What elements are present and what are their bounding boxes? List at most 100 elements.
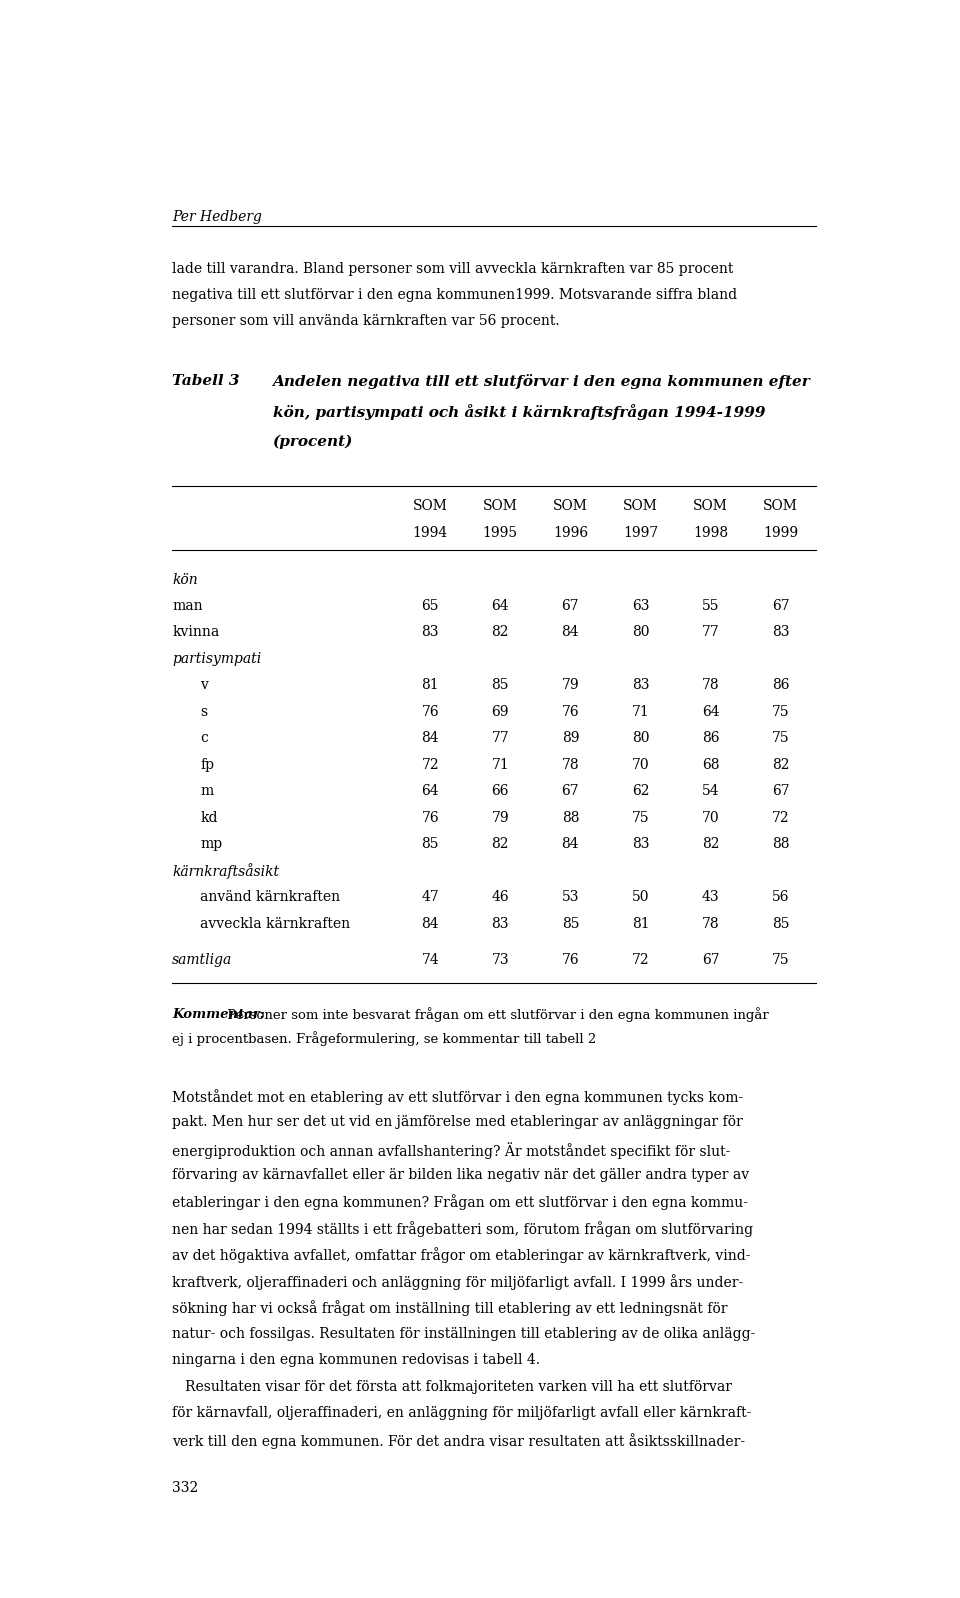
Text: 75: 75: [772, 705, 789, 719]
Text: kön, partisympati och åsikt i kärnkraftsfrågan 1994-1999: kön, partisympati och åsikt i kärnkrafts…: [273, 404, 765, 420]
Text: avveckla kärnkraften: avveckla kärnkraften: [201, 917, 350, 930]
Text: för kärnavfall, oljeraffinaderi, en anläggning för miljöfarligt avfall eller kär: för kärnavfall, oljeraffinaderi, en anlä…: [172, 1406, 752, 1421]
Text: 72: 72: [421, 757, 439, 772]
Text: 86: 86: [702, 732, 719, 745]
Text: 54: 54: [702, 785, 719, 799]
Text: 84: 84: [421, 917, 439, 930]
Text: v: v: [201, 679, 208, 692]
Text: 80: 80: [632, 625, 649, 639]
Text: kraftverk, oljeraffinaderi och anläggning för miljöfarligt avfall. I 1999 års un: kraftverk, oljeraffinaderi och anläggnin…: [172, 1274, 743, 1290]
Text: 55: 55: [702, 599, 719, 614]
Text: mp: mp: [201, 837, 223, 852]
Text: 75: 75: [632, 810, 649, 825]
Text: 70: 70: [702, 810, 719, 825]
Text: personer som vill använda kärnkraften var 56 procent.: personer som vill använda kärnkraften va…: [172, 313, 560, 328]
Text: använd kärnkraften: använd kärnkraften: [201, 890, 341, 904]
Text: 67: 67: [562, 785, 579, 799]
Text: man: man: [172, 599, 203, 614]
Text: 78: 78: [702, 917, 719, 930]
Text: 64: 64: [421, 785, 439, 799]
Text: 72: 72: [772, 810, 789, 825]
Text: 74: 74: [421, 952, 439, 967]
Text: 82: 82: [702, 837, 719, 852]
Text: 67: 67: [702, 952, 719, 967]
Text: 70: 70: [632, 757, 649, 772]
Text: kärnkraftsåsikt: kärnkraftsåsikt: [172, 863, 279, 879]
Text: 85: 85: [562, 917, 579, 930]
Text: 83: 83: [632, 679, 649, 692]
Text: 89: 89: [562, 732, 579, 745]
Text: fp: fp: [201, 757, 214, 772]
Text: ningarna i den egna kommunen redovisas i tabell 4.: ningarna i den egna kommunen redovisas i…: [172, 1354, 540, 1368]
Text: 47: 47: [421, 890, 439, 904]
Text: 46: 46: [492, 890, 509, 904]
Text: 71: 71: [492, 757, 509, 772]
Text: m: m: [201, 785, 214, 799]
Text: 85: 85: [492, 679, 509, 692]
Text: 1999: 1999: [763, 526, 798, 540]
Text: s: s: [201, 705, 207, 719]
Text: 84: 84: [562, 625, 579, 639]
Text: 84: 84: [421, 732, 439, 745]
Text: 76: 76: [562, 952, 579, 967]
Text: 67: 67: [562, 599, 579, 614]
Text: 1995: 1995: [483, 526, 518, 540]
Text: samtliga: samtliga: [172, 952, 232, 967]
Text: 50: 50: [632, 890, 649, 904]
Text: 88: 88: [562, 810, 579, 825]
Text: 83: 83: [772, 625, 789, 639]
Text: 79: 79: [562, 679, 579, 692]
Text: 53: 53: [562, 890, 579, 904]
Text: 81: 81: [632, 917, 649, 930]
Text: kd: kd: [201, 810, 218, 825]
Text: 85: 85: [421, 837, 439, 852]
Text: 78: 78: [702, 679, 719, 692]
Text: 77: 77: [492, 732, 509, 745]
Text: Motståndet mot en etablering av ett slutförvar i den egna kommunen tycks kom-: Motståndet mot en etablering av ett slut…: [172, 1088, 743, 1104]
Text: c: c: [201, 732, 208, 745]
Text: 86: 86: [772, 679, 789, 692]
Text: 82: 82: [492, 837, 509, 852]
Text: Per Hedberg: Per Hedberg: [172, 211, 262, 224]
Text: Tabell 3: Tabell 3: [172, 374, 240, 388]
Text: 43: 43: [702, 890, 719, 904]
Text: 69: 69: [492, 705, 509, 719]
Text: sökning har vi också frågat om inställning till etablering av ett ledningsnät fö: sökning har vi också frågat om inställni…: [172, 1301, 728, 1317]
Text: kvinna: kvinna: [172, 625, 219, 639]
Text: lade till varandra. Bland personer som vill avveckla kärnkraften var 85 procent: lade till varandra. Bland personer som v…: [172, 262, 733, 276]
Text: pakt. Men hur ser det ut vid en jämförelse med etableringar av anläggningar för: pakt. Men hur ser det ut vid en jämförel…: [172, 1115, 743, 1130]
Text: 75: 75: [772, 732, 789, 745]
Text: 78: 78: [562, 757, 579, 772]
Text: Resultaten visar för det första att folkmajoriteten varken vill ha ett slutförva: Resultaten visar för det första att folk…: [172, 1379, 732, 1393]
Text: SOM: SOM: [693, 499, 728, 513]
Text: 72: 72: [632, 952, 649, 967]
Text: 68: 68: [702, 757, 719, 772]
Text: kön: kön: [172, 572, 198, 586]
Text: 64: 64: [702, 705, 719, 719]
Text: 332: 332: [172, 1481, 199, 1496]
Text: 77: 77: [702, 625, 719, 639]
Text: SOM: SOM: [623, 499, 658, 513]
Text: Personer som inte besvarat frågan om ett slutförvar i den egna kommunen ingår: Personer som inte besvarat frågan om ett…: [223, 1008, 768, 1023]
Text: SOM: SOM: [553, 499, 588, 513]
Text: 88: 88: [772, 837, 789, 852]
Text: 80: 80: [632, 732, 649, 745]
Text: av det högaktiva avfallet, omfattar frågor om etableringar av kärnkraftverk, vin: av det högaktiva avfallet, omfattar fråg…: [172, 1248, 751, 1264]
Text: Kommentar:: Kommentar:: [172, 1008, 265, 1021]
Text: SOM: SOM: [413, 499, 447, 513]
Text: 81: 81: [421, 679, 439, 692]
Text: etableringar i den egna kommunen? Frågan om ett slutförvar i den egna kommu-: etableringar i den egna kommunen? Frågan…: [172, 1195, 748, 1210]
Text: 67: 67: [772, 785, 789, 799]
Text: 73: 73: [492, 952, 509, 967]
Text: 85: 85: [772, 917, 789, 930]
Text: 84: 84: [562, 837, 579, 852]
Text: 1994: 1994: [413, 526, 448, 540]
Text: negativa till ett slutförvar i den egna kommunen1999. Motsvarande siffra bland: negativa till ett slutförvar i den egna …: [172, 288, 737, 302]
Text: 1997: 1997: [623, 526, 659, 540]
Text: 62: 62: [632, 785, 649, 799]
Text: SOM: SOM: [763, 499, 798, 513]
Text: ej i procentbasen. Frågeformulering, se kommentar till tabell 2: ej i procentbasen. Frågeformulering, se …: [172, 1031, 596, 1045]
Text: SOM: SOM: [483, 499, 517, 513]
Text: energiproduktion och annan avfallshantering? Är motståndet specifikt för slut-: energiproduktion och annan avfallshanter…: [172, 1141, 731, 1159]
Text: förvaring av kärnavfallet eller är bilden lika negativ när det gäller andra type: förvaring av kärnavfallet eller är bilde…: [172, 1168, 749, 1183]
